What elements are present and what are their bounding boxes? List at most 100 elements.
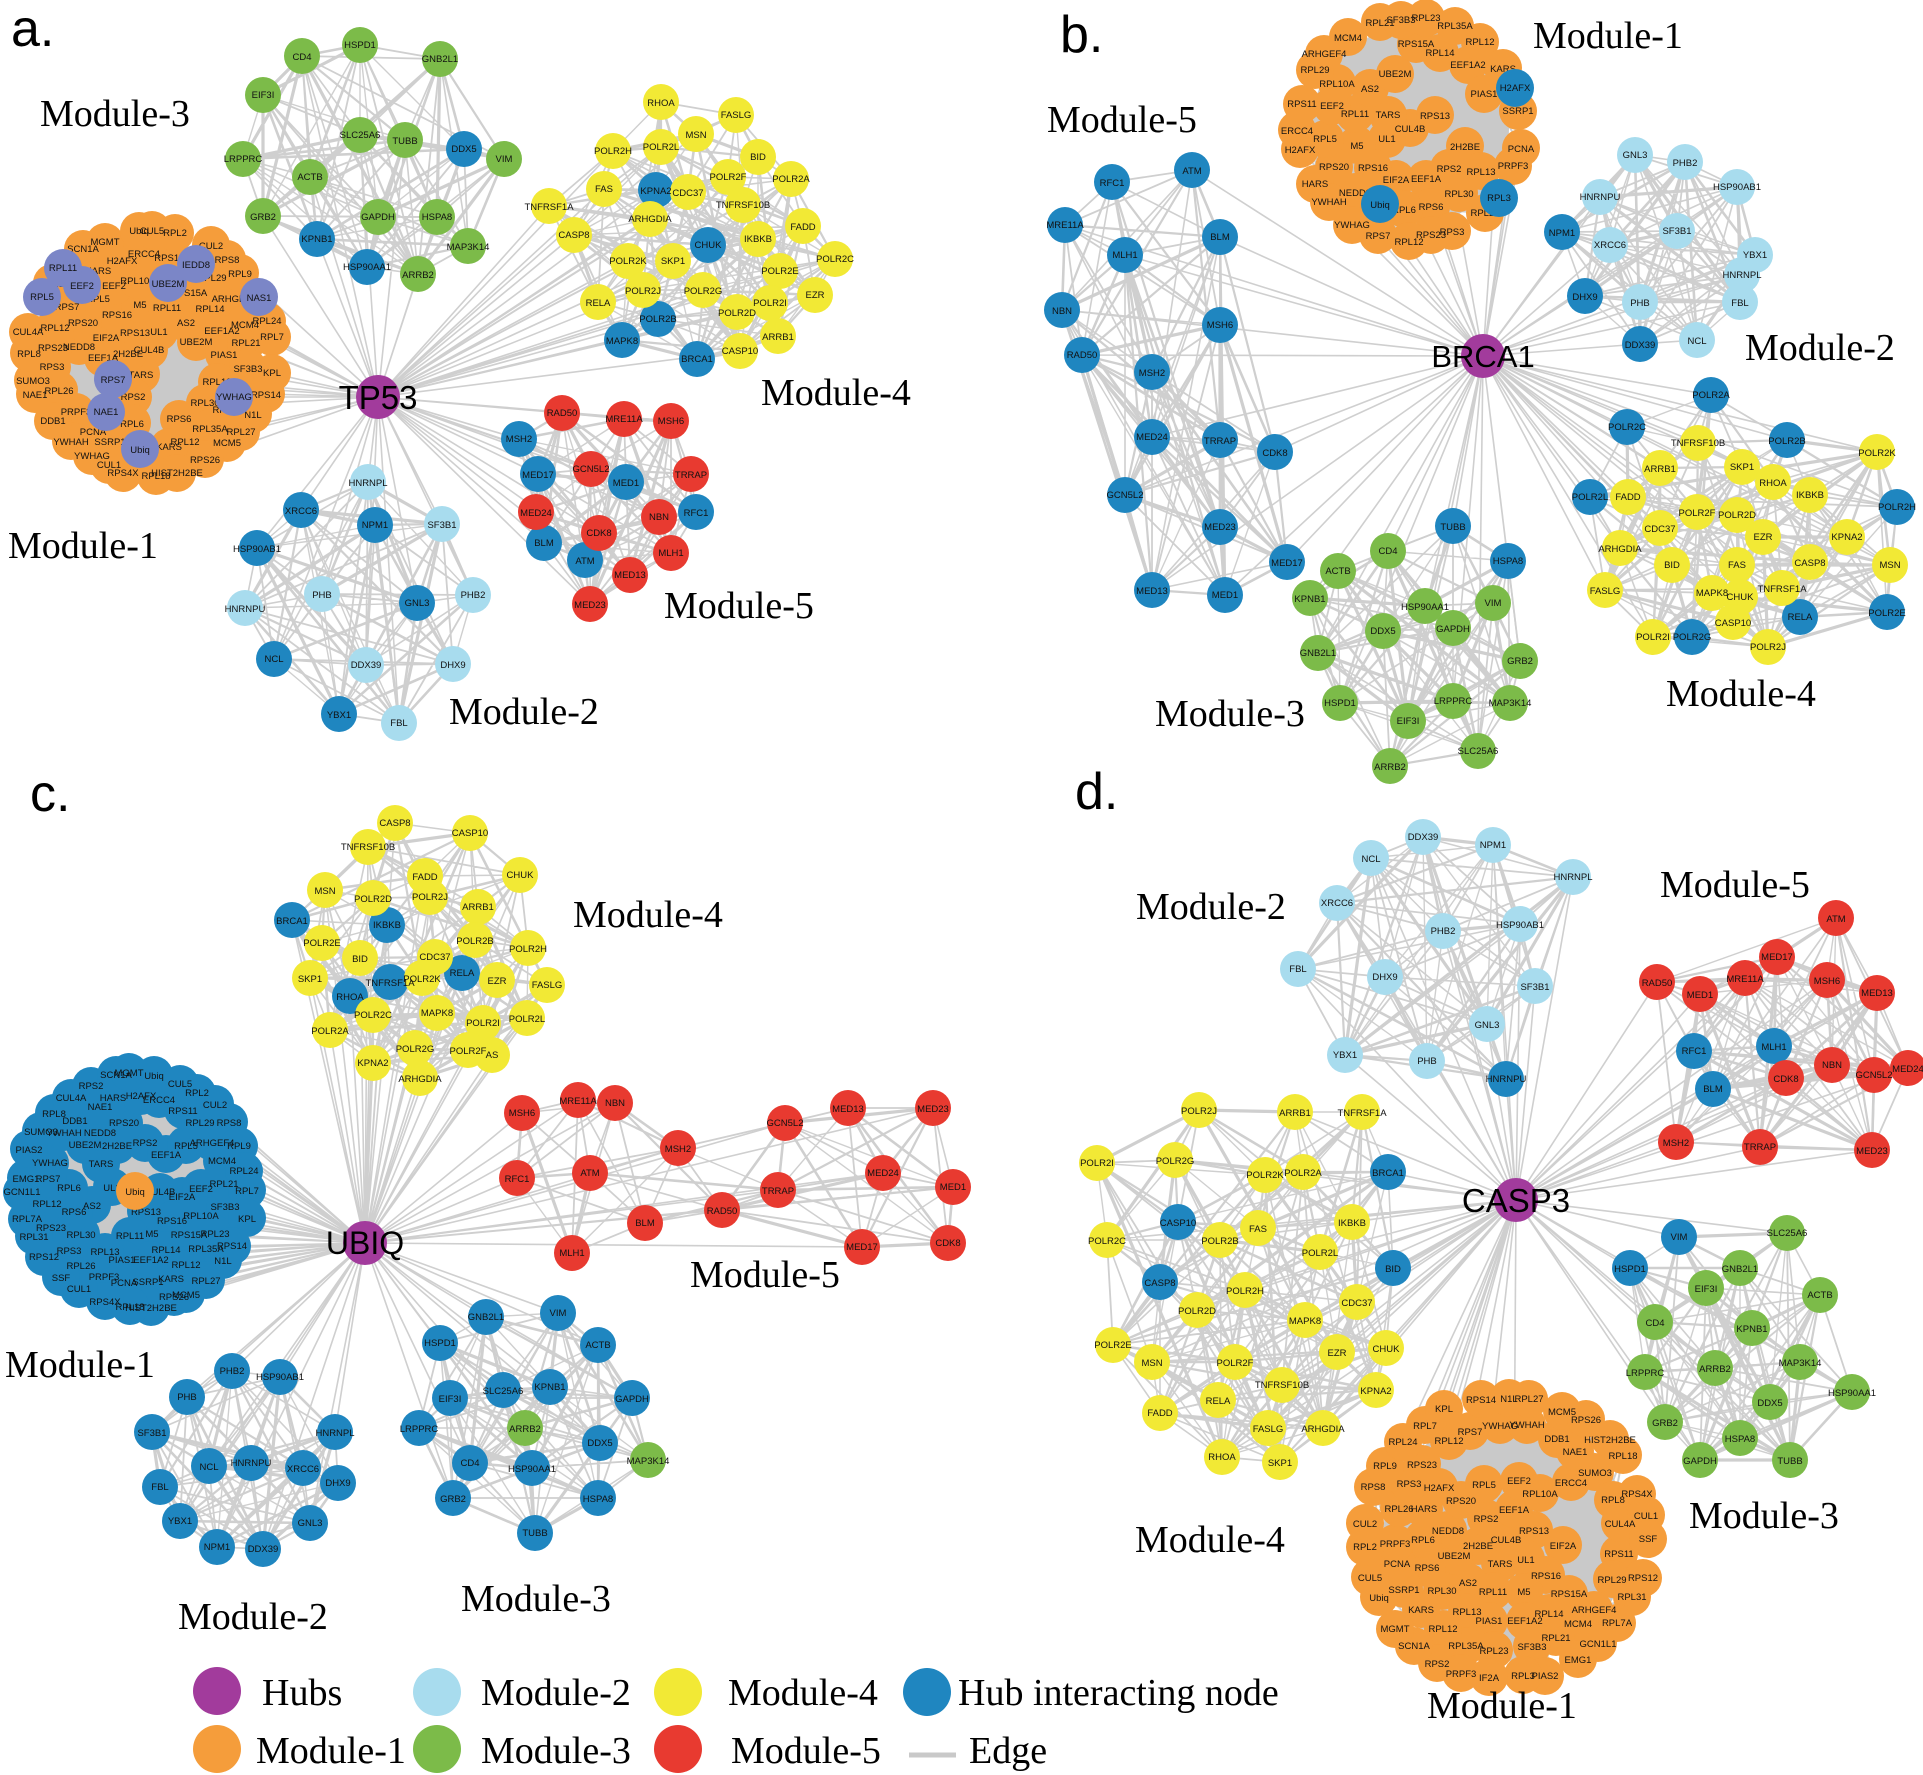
svg-text:NEDD8: NEDD8 [1339,188,1371,199]
svg-text:CD4: CD4 [1378,546,1397,557]
svg-text:RPL2: RPL2 [1353,1542,1377,1553]
svg-text:RPL26: RPL26 [1384,1504,1413,1515]
svg-text:SF3B1: SF3B1 [137,1428,166,1439]
svg-text:BID: BID [750,152,766,163]
svg-text:MED23: MED23 [574,600,606,611]
svg-text:PCNA: PCNA [111,1278,138,1289]
svg-text:KPNA2: KPNA2 [1360,1386,1391,1397]
svg-text:N1L: N1L [214,1256,231,1267]
svg-text:H2AFX: H2AFX [107,256,138,267]
svg-text:RPL12: RPL12 [1394,237,1423,248]
svg-text:PHB: PHB [312,590,332,601]
svg-text:RPS12: RPS12 [29,1252,59,1263]
svg-text:ARHGDIA: ARHGDIA [398,1074,442,1085]
svg-text:ARRB1: ARRB1 [1279,1108,1311,1119]
svg-text:RPL12: RPL12 [171,1260,200,1271]
svg-text:CD4: CD4 [292,52,311,63]
svg-text:KPNA2: KPNA2 [1831,532,1862,543]
svg-text:LRPPRC: LRPPRC [400,1424,439,1435]
svg-text:LRPPRC: LRPPRC [224,154,263,165]
svg-text:TRRAP: TRRAP [675,470,707,481]
svg-text:RPS2: RPS2 [1425,1659,1450,1670]
svg-text:RPS7: RPS7 [1458,1427,1483,1438]
svg-text:RPS12: RPS12 [1628,1573,1658,1584]
svg-text:SCN1A: SCN1A [100,1070,132,1081]
svg-text:N1L: N1L [244,410,261,421]
svg-text:ARHGEF4: ARHGEF4 [1572,1605,1617,1616]
svg-text:RPL14: RPL14 [195,304,224,315]
svg-text:RPS3: RPS3 [57,1246,82,1257]
svg-text:SLC25A6: SLC25A6 [1767,1228,1808,1239]
svg-text:HSPD1: HSPD1 [1324,698,1356,709]
svg-text:RPL11: RPL11 [153,303,181,314]
svg-text:RHOA: RHOA [1208,1452,1236,1463]
svg-text:Module-3: Module-3 [461,1578,611,1620]
svg-text:TUBB: TUBB [392,136,417,147]
svg-text:RPS13: RPS13 [131,1207,161,1218]
svg-text:TUBB: TUBB [1777,1456,1802,1467]
svg-text:MCM4: MCM4 [208,1156,236,1167]
svg-text:KPNA2: KPNA2 [640,186,671,197]
svg-text:RPS14: RPS14 [217,1241,247,1252]
svg-text:NPM1: NPM1 [362,520,388,531]
svg-text:IEDD8: IEDD8 [182,260,210,271]
svg-text:MED17: MED17 [1761,952,1793,963]
svg-text:RPS6: RPS6 [167,414,192,425]
svg-text:YWHAG: YWHAG [1334,220,1370,231]
svg-text:RHOA: RHOA [1759,478,1787,489]
svg-text:MRE11A: MRE11A [1726,974,1764,985]
svg-text:CASP10: CASP10 [722,346,758,357]
svg-text:HSP90AA1: HSP90AA1 [1401,602,1449,613]
svg-text:H2AFX: H2AFX [1285,145,1316,156]
svg-text:RPS11: RPS11 [1287,99,1316,110]
svg-text:HSP90AB1: HSP90AB1 [1713,182,1761,193]
svg-text:HNRNPU: HNRNPU [231,1458,272,1469]
svg-text:CUL2: CUL2 [199,241,223,252]
svg-text:GCN1L1: GCN1L1 [4,1187,41,1198]
svg-text:Module-1: Module-1 [5,1344,155,1386]
svg-text:MED17: MED17 [522,470,554,481]
svg-text:POLR2A: POLR2A [772,174,810,185]
svg-text:PRPF3: PRPF3 [61,407,92,418]
svg-text:Hub interacting node: Hub interacting node [958,1672,1279,1714]
svg-text:MCM5: MCM5 [1548,1407,1576,1418]
svg-text:RPL31: RPL31 [1617,1592,1646,1603]
svg-text:RPS26: RPS26 [1571,1415,1601,1426]
svg-text:PHB2: PHB2 [1431,926,1456,937]
svg-text:FADD: FADD [1615,492,1640,503]
svg-text:HNRNPL: HNRNPL [1553,872,1592,883]
svg-text:POLR2E: POLR2E [303,938,341,949]
svg-text:EIF2A: EIF2A [1383,175,1410,186]
svg-text:KARS: KARS [158,1274,184,1285]
svg-text:GAPDH: GAPDH [1683,1456,1717,1467]
svg-text:TNFRSF1A: TNFRSF1A [365,978,415,989]
svg-text:RELA: RELA [1788,612,1813,623]
svg-text:KPL: KPL [238,1214,256,1225]
svg-text:POLR2H: POLR2H [594,146,632,157]
svg-text:GCN5L2: GCN5L2 [573,464,610,475]
svg-text:RPL13: RPL13 [202,377,231,388]
svg-text:RPL5: RPL5 [86,294,110,305]
svg-text:Module-4: Module-4 [573,894,723,936]
svg-text:SCN1A: SCN1A [67,244,99,255]
svg-text:ARHGDIA: ARHGDIA [628,214,672,225]
svg-text:FADD: FADD [1147,1408,1172,1419]
svg-text:NCL: NCL [199,1462,218,1473]
svg-text:POLR2F: POLR2F [710,172,747,183]
svg-text:RPS14: RPS14 [1466,1395,1496,1406]
svg-text:RPS2: RPS2 [121,392,146,403]
svg-text:RPL35A: RPL35A [188,1244,224,1255]
svg-text:PIAS1: PIAS1 [1476,1616,1503,1627]
svg-text:CUL4A: CUL4A [56,1093,87,1104]
svg-text:FASLG: FASLG [532,980,563,991]
svg-text:GNB2L1: GNB2L1 [468,1312,504,1323]
svg-text:ACTB: ACTB [585,1340,610,1351]
svg-text:RPL14: RPL14 [1534,1609,1563,1620]
svg-text:TRRAP: TRRAP [1744,1142,1776,1153]
svg-text:Module-4: Module-4 [761,372,911,414]
svg-text:TNFRSF10B: TNFRSF10B [1671,438,1725,449]
svg-text:BLM: BLM [1703,1084,1723,1095]
svg-text:UBE2M: UBE2M [69,1140,102,1151]
svg-text:CD4: CD4 [460,1458,479,1469]
svg-text:MSN: MSN [314,886,335,897]
